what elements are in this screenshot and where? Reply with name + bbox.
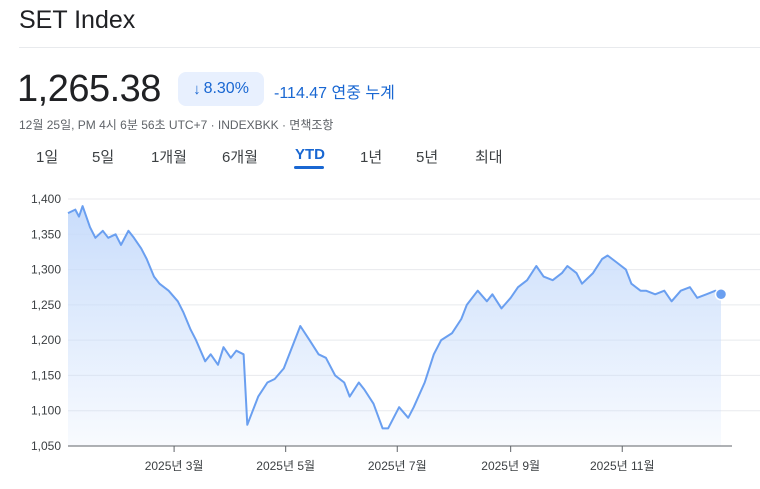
last-price-point (714, 288, 728, 301)
tab-ytd[interactable]: YTD (295, 146, 325, 163)
y-tick-label: 1,050 (31, 439, 61, 453)
range-tabs: 1일 5일 1개월 6개월 YTD 1년 5년 최대 (0, 144, 760, 170)
x-tick-label: 2025년 5월 (256, 459, 315, 473)
x-tick-label: 2025년 7월 (368, 459, 427, 473)
tab-5d[interactable]: 5일 (92, 149, 115, 166)
y-tick-label: 1,400 (31, 192, 61, 206)
active-tab-underline (294, 166, 324, 169)
change-value: -114.47 연중 누계 (274, 85, 395, 102)
quote-meta: 12월 25일, PM 4시 6분 56초 UTC+7 · INDEXBKK ·… (19, 118, 334, 132)
tab-max[interactable]: 최대 (475, 149, 503, 166)
header-divider (19, 47, 760, 48)
page-title: SET Index (19, 6, 136, 34)
change-percent-badge: ↓ 8.30% (178, 72, 264, 106)
y-tick-label: 1,150 (31, 368, 61, 382)
current-price: 1,265.38 (17, 68, 161, 110)
tab-6m[interactable]: 6개월 (222, 149, 258, 166)
change-percent-value: 8.30% (203, 80, 249, 97)
price-area-fill (68, 206, 721, 446)
tab-5y[interactable]: 5년 (416, 149, 439, 166)
y-tick-label: 1,100 (31, 404, 61, 418)
y-tick-label: 1,350 (31, 227, 61, 241)
tab-1y[interactable]: 1년 (360, 149, 383, 166)
y-axis-labels: 1,050 1,100 1,150 1,200 1,250 1,300 1,350 1,400 (31, 192, 61, 453)
x-tick-label: 2025년 9월 (481, 459, 540, 473)
price-line (67, 205, 722, 430)
y-tick-label: 1,250 (31, 298, 61, 312)
x-tick-label: 2025년 3월 (145, 459, 204, 473)
tab-1d[interactable]: 1일 (36, 149, 59, 166)
x-tick-label: 2025년 11월 (590, 459, 655, 473)
tab-1m[interactable]: 1개월 (151, 149, 187, 166)
arrow-down-icon: ↓ (193, 80, 201, 98)
y-tick-label: 1,300 (31, 263, 61, 277)
x-axis-ticks: 2025년 3월 2025년 5월 2025년 7월 2025년 9월 2025년 11… (145, 446, 655, 473)
y-tick-label: 1,200 (31, 333, 61, 347)
